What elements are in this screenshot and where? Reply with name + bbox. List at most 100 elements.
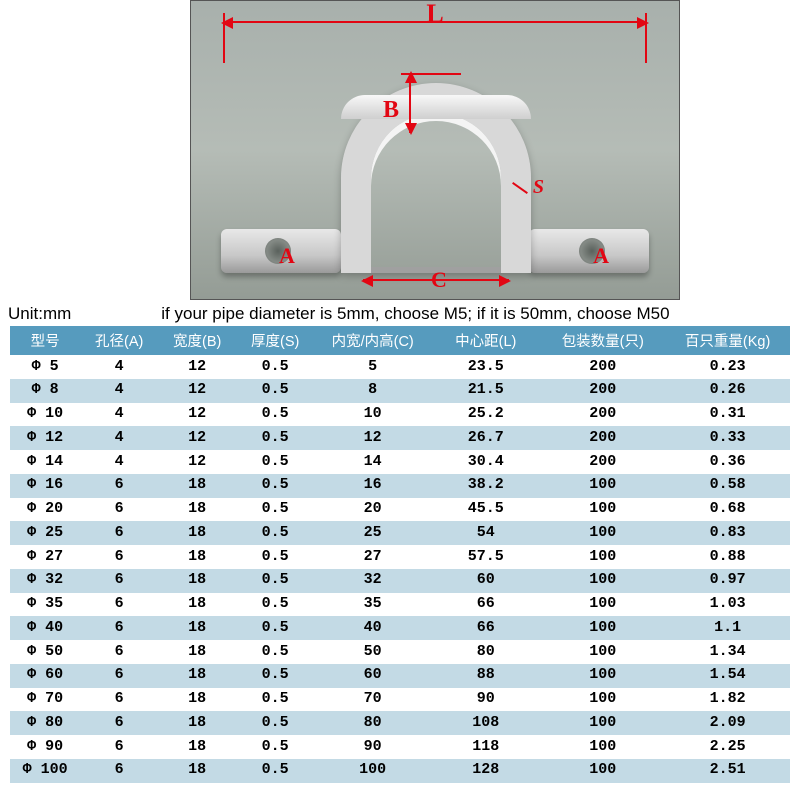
table-row: Φ 1006180.51001281002.51 (10, 759, 790, 783)
table-cell: 21.5 (431, 379, 540, 403)
table-cell: 100 (540, 664, 665, 688)
table-cell: 100 (540, 569, 665, 593)
table-cell: 6 (80, 735, 158, 759)
table-cell: 32 (314, 569, 431, 593)
table-row: Φ 276180.52757.51000.88 (10, 545, 790, 569)
table-cell: Φ 32 (10, 569, 80, 593)
table-cell: 0.23 (665, 355, 790, 379)
unit-label: Unit:mm (8, 304, 71, 324)
dimension-label-L: L (426, 0, 443, 29)
table-cell: 6 (80, 616, 158, 640)
table-cell: 18 (158, 711, 236, 735)
table-header-row: 型号 孔径(A) 宽度(B) 厚度(S) 内宽/内高(C) 中心距(L) 包装数… (10, 326, 790, 355)
table-cell: Φ 25 (10, 521, 80, 545)
table-cell: 2.51 (665, 759, 790, 783)
table-cell: 50 (314, 640, 431, 664)
table-cell: 12 (158, 426, 236, 450)
table-cell: Φ 60 (10, 664, 80, 688)
table-row: Φ 606180.560881001.54 (10, 664, 790, 688)
table-cell: 4 (80, 355, 158, 379)
table-cell: 100 (540, 711, 665, 735)
dimension-label-A: A (279, 243, 295, 269)
col-inner-c: 内宽/内高(C) (314, 326, 431, 355)
dimension-tick (645, 13, 647, 63)
table-cell: 0.5 (236, 450, 314, 474)
table-cell: 4 (80, 403, 158, 427)
table-row: Φ 104120.51025.22000.31 (10, 403, 790, 427)
table-cell: 6 (80, 759, 158, 783)
table-cell: 100 (540, 640, 665, 664)
table-cell: 100 (540, 545, 665, 569)
table-cell: 26.7 (431, 426, 540, 450)
table-cell: 200 (540, 379, 665, 403)
table-cell: 18 (158, 474, 236, 498)
table-cell: 57.5 (431, 545, 540, 569)
table-cell: 100 (540, 498, 665, 522)
table-cell: 18 (158, 593, 236, 617)
table-cell: 100 (540, 735, 665, 759)
dimension-label-S: S (533, 176, 544, 199)
table-cell: 6 (80, 545, 158, 569)
sizing-note: if your pipe diameter is 5mm, choose M5;… (161, 304, 669, 324)
table-cell: 80 (314, 711, 431, 735)
table-cell: 30.4 (431, 450, 540, 474)
table-cell: 0.5 (236, 640, 314, 664)
table-cell: Φ 50 (10, 640, 80, 664)
table-cell: 18 (158, 569, 236, 593)
table-cell: 0.58 (665, 474, 790, 498)
table-cell: 20 (314, 498, 431, 522)
table-row: Φ 84120.5821.52000.26 (10, 379, 790, 403)
table-cell: 0.5 (236, 759, 314, 783)
table-cell: 100 (540, 616, 665, 640)
table-cell: 0.5 (236, 355, 314, 379)
table-cell: 18 (158, 640, 236, 664)
table-cell: 0.5 (236, 664, 314, 688)
table-cell: 66 (431, 593, 540, 617)
col-weight: 百只重量(Kg) (665, 326, 790, 355)
col-width-b: 宽度(B) (158, 326, 236, 355)
table-cell: 108 (431, 711, 540, 735)
dimension-label-B: B (383, 97, 399, 124)
table-cell: Φ 10 (10, 403, 80, 427)
table-cell: 0.5 (236, 545, 314, 569)
table-cell: 88 (431, 664, 540, 688)
table-cell: Φ 40 (10, 616, 80, 640)
table-cell: Φ 8 (10, 379, 80, 403)
table-cell: 27 (314, 545, 431, 569)
table-cell: 1.1 (665, 616, 790, 640)
table-row: Φ 326180.532601000.97 (10, 569, 790, 593)
table-cell: 23.5 (431, 355, 540, 379)
table-cell: 100 (540, 759, 665, 783)
product-diagram: L B S A A C (190, 0, 680, 300)
table-cell: 12 (158, 403, 236, 427)
table-cell: 2.25 (665, 735, 790, 759)
table-cell: 90 (314, 735, 431, 759)
table-row: Φ 906180.5901181002.25 (10, 735, 790, 759)
table-cell: 25 (314, 521, 431, 545)
table-cell: 100 (314, 759, 431, 783)
table-cell: 45.5 (431, 498, 540, 522)
table-cell: 12 (158, 450, 236, 474)
table-cell: 1.03 (665, 593, 790, 617)
table-row: Φ 706180.570901001.82 (10, 688, 790, 712)
table-cell: 38.2 (431, 474, 540, 498)
table-cell: Φ 27 (10, 545, 80, 569)
table-cell: 80 (431, 640, 540, 664)
table-cell: 18 (158, 735, 236, 759)
table-cell: 1.54 (665, 664, 790, 688)
table-cell: 14 (314, 450, 431, 474)
dimension-tick (401, 73, 461, 75)
table-cell: Φ 20 (10, 498, 80, 522)
col-thick-s: 厚度(S) (236, 326, 314, 355)
table-cell: 6 (80, 711, 158, 735)
table-cell: Φ 14 (10, 450, 80, 474)
table-cell: 54 (431, 521, 540, 545)
table-cell: 0.5 (236, 616, 314, 640)
table-cell: 0.36 (665, 450, 790, 474)
table-cell: 1.82 (665, 688, 790, 712)
dimension-line-B (409, 73, 411, 133)
table-cell: Φ 35 (10, 593, 80, 617)
clip-arch (341, 83, 531, 273)
table-cell: 200 (540, 403, 665, 427)
table-cell: 40 (314, 616, 431, 640)
